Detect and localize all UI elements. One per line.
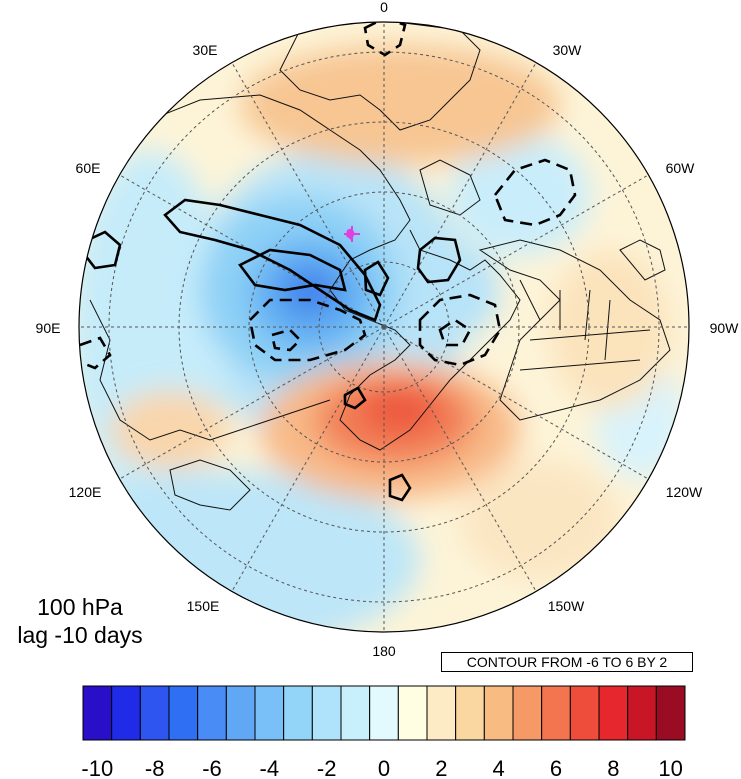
map-border — [78, 21, 690, 633]
negative-contour — [493, 158, 577, 227]
negative-contour — [363, 22, 407, 57]
pressure-level-label: 100 hPa — [37, 594, 123, 620]
positive-contour — [163, 198, 382, 322]
colorbar-tick-labels: -10 -8 -6 -4 -2 0 2 4 6 8 10 — [81, 756, 682, 779]
lon-label-150e: 150E — [187, 598, 220, 614]
colorbar-swatch — [455, 685, 485, 741]
colorbar-swatch — [569, 685, 600, 741]
colorbar-swatch — [512, 685, 543, 741]
graticule — [79, 22, 689, 632]
negative-contour — [270, 328, 302, 352]
location-marker — [344, 226, 360, 242]
longitude-labels: 0 30W 60W 90W 120W 150W 180 150E 120E 90… — [36, 0, 740, 659]
colorbar-tick-label: 8 — [607, 756, 619, 779]
negative-contour — [79, 336, 112, 370]
colorbar-swatch — [111, 685, 141, 741]
colorbar-tick-label: -10 — [81, 756, 113, 779]
colorbar-swatch — [541, 685, 571, 741]
colorbar-swatch — [168, 685, 199, 741]
colorbar-tick-label: 10 — [658, 756, 682, 779]
anomaly-field — [79, 45, 685, 632]
colorbar-swatch — [369, 685, 399, 741]
lon-label-60e: 60E — [76, 160, 101, 176]
colorbar-tick-label: -2 — [317, 756, 337, 779]
negative-contour — [438, 318, 472, 347]
colorbar-swatch — [627, 685, 657, 741]
lon-label-150w: 150W — [548, 598, 585, 614]
negative-contour — [418, 293, 502, 367]
colorbar-tick-label: -8 — [145, 756, 165, 779]
coastlines — [89, 22, 671, 511]
colorbar-swatch — [139, 685, 170, 741]
lon-label-120e: 120E — [69, 484, 102, 500]
contour-info-box: CONTOUR FROM -6 TO 6 BY 2 — [441, 652, 693, 672]
colorbar-tick-label: 2 — [435, 756, 447, 779]
colorbar — [82, 685, 686, 741]
colorbar-swatch — [225, 685, 256, 741]
lag-label: lag -10 days — [17, 622, 143, 648]
positive-contour — [363, 260, 390, 297]
colorbar-tick-label: 0 — [378, 756, 390, 779]
colorbar-swatch — [598, 685, 629, 741]
colorbar-tick-label: 6 — [550, 756, 562, 779]
lon-label-30e: 30E — [193, 42, 218, 58]
negative-contour — [248, 298, 367, 362]
lon-label-90w: 90W — [710, 320, 740, 336]
lon-label-180: 180 — [372, 643, 396, 659]
colorbar-swatch — [340, 685, 371, 741]
colorbar-swatch — [82, 685, 113, 741]
positive-contour — [388, 473, 412, 502]
colorbar-swatch — [283, 685, 313, 741]
positive-contour — [416, 236, 462, 284]
colorbar-tick-label: -6 — [202, 756, 222, 779]
colorbar-swatch — [483, 685, 514, 741]
lon-label-90e: 90E — [36, 320, 61, 336]
lon-label-60w: 60W — [666, 160, 696, 176]
lon-label-120w: 120W — [666, 484, 703, 500]
lon-label-30w: 30W — [553, 42, 583, 58]
positive-contour — [343, 386, 367, 410]
positive-contour — [238, 248, 347, 292]
colorbar-swatch — [426, 685, 457, 741]
colorbar-swatch — [397, 685, 428, 741]
colorbar-tick-label: 4 — [493, 756, 505, 779]
colorbar-tick-label: -4 — [260, 756, 280, 779]
colorbar-swatch — [311, 685, 342, 741]
colorbar-swatch — [655, 685, 686, 741]
lon-label-0: 0 — [380, 0, 388, 15]
colorbar-swatch — [254, 685, 285, 741]
colorbar-swatch — [197, 685, 227, 741]
